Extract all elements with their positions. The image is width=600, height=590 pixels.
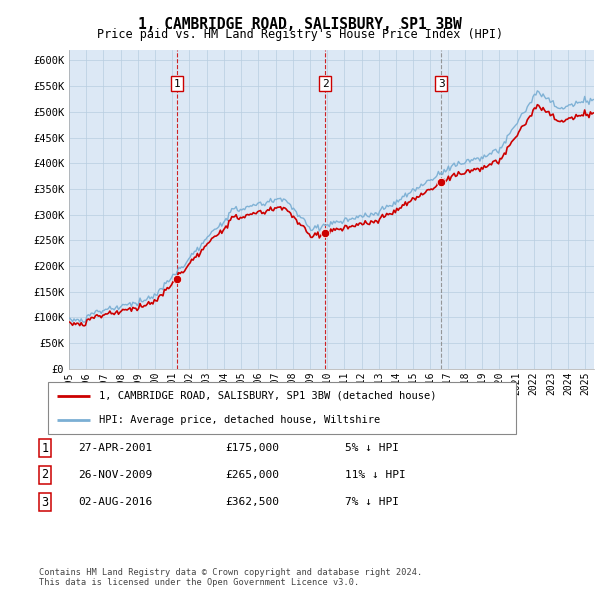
Text: 1: 1 [174,78,181,88]
Text: 1, CAMBRIDGE ROAD, SALISBURY, SP1 3BW: 1, CAMBRIDGE ROAD, SALISBURY, SP1 3BW [138,17,462,31]
Text: 11% ↓ HPI: 11% ↓ HPI [345,470,406,480]
Text: £362,500: £362,500 [225,497,279,507]
Text: 2: 2 [322,78,328,88]
Text: 2: 2 [41,468,49,481]
Text: HPI: Average price, detached house, Wiltshire: HPI: Average price, detached house, Wilt… [100,415,381,425]
Text: £175,000: £175,000 [225,444,279,453]
Text: £265,000: £265,000 [225,470,279,480]
Text: 02-AUG-2016: 02-AUG-2016 [78,497,152,507]
Text: 5% ↓ HPI: 5% ↓ HPI [345,444,399,453]
Text: 1: 1 [41,442,49,455]
Text: 7% ↓ HPI: 7% ↓ HPI [345,497,399,507]
Text: 3: 3 [438,78,445,88]
Text: 1, CAMBRIDGE ROAD, SALISBURY, SP1 3BW (detached house): 1, CAMBRIDGE ROAD, SALISBURY, SP1 3BW (d… [100,391,437,401]
Text: Contains HM Land Registry data © Crown copyright and database right 2024.
This d: Contains HM Land Registry data © Crown c… [39,568,422,587]
Text: 27-APR-2001: 27-APR-2001 [78,444,152,453]
FancyBboxPatch shape [48,382,516,434]
Text: 3: 3 [41,496,49,509]
Text: Price paid vs. HM Land Registry's House Price Index (HPI): Price paid vs. HM Land Registry's House … [97,28,503,41]
Text: 26-NOV-2009: 26-NOV-2009 [78,470,152,480]
